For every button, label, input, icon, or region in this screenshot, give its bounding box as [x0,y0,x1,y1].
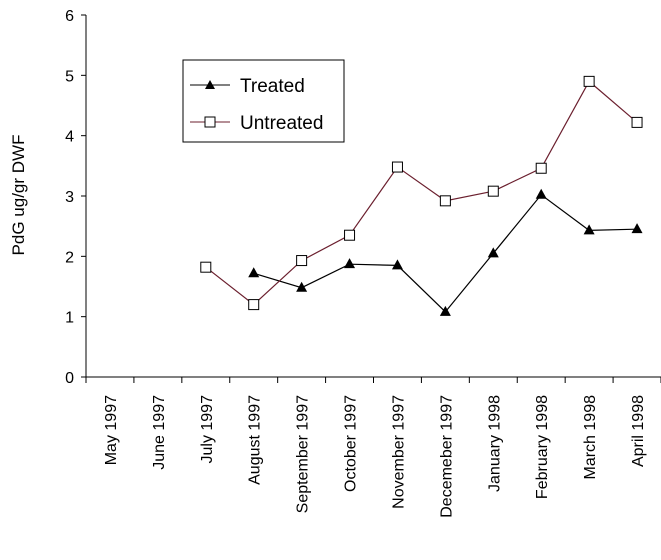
y-tick-label: 6 [65,8,74,25]
y-tick-label: 3 [65,189,74,206]
data-point [248,299,260,311]
x-tick-label: April 1998 [630,395,647,467]
y-tick-label: 5 [65,68,74,85]
y-axis-ticks: 0 1 2 3 4 5 6 [65,8,86,387]
data-point [248,267,260,278]
data-point [296,255,308,267]
data-point [487,247,499,258]
data-point [583,224,595,235]
x-tick-label: October 1997 [343,395,360,492]
y-tick-label: 4 [65,129,74,146]
series-untreated [200,75,643,311]
data-point [391,161,403,173]
data-point [631,223,643,234]
x-tick-label: September 1997 [295,395,312,513]
data-point [487,185,499,197]
data-point [439,195,451,207]
x-tick-label: July 1997 [199,395,216,464]
y-tick-label: 2 [65,249,74,266]
series-treated [248,188,643,316]
x-tick-label: January 1998 [486,395,503,492]
y-tick-label: 1 [65,310,74,327]
x-tick-label: November 1997 [390,395,407,509]
x-tick-label: February 1998 [534,395,551,499]
series-line [253,193,638,313]
data-point [200,261,212,273]
legend-treated-label: Treated [240,76,305,97]
legend: Treated Untreated [182,59,345,143]
data-point [296,281,308,292]
data-point [439,305,451,316]
data-point [344,258,356,269]
legend-untreated-marker [204,116,216,128]
series-layer [200,75,643,316]
x-axis-ticks: May 1997 June 1997 July 1997 August 1997 Sep… [85,377,661,518]
y-tick-label: 0 [65,370,74,387]
data-point [344,229,356,241]
data-point [631,116,643,128]
data-point [535,188,547,199]
x-tick-label: August 1997 [247,395,264,485]
data-point [391,259,403,270]
legend-box [182,59,345,143]
y-axis-title: PdG ug/gr DWF [9,135,28,256]
x-tick-label: Decemeber 1997 [438,395,455,518]
x-tick-label: March 1998 [582,395,599,480]
x-tick-label: June 1997 [151,395,168,470]
legend-untreated-label: Untreated [240,113,323,134]
data-point [583,75,595,87]
x-tick-label: May 1997 [103,395,120,465]
series-line [205,80,638,306]
data-point [535,162,547,174]
legend-treated-marker [205,80,215,89]
